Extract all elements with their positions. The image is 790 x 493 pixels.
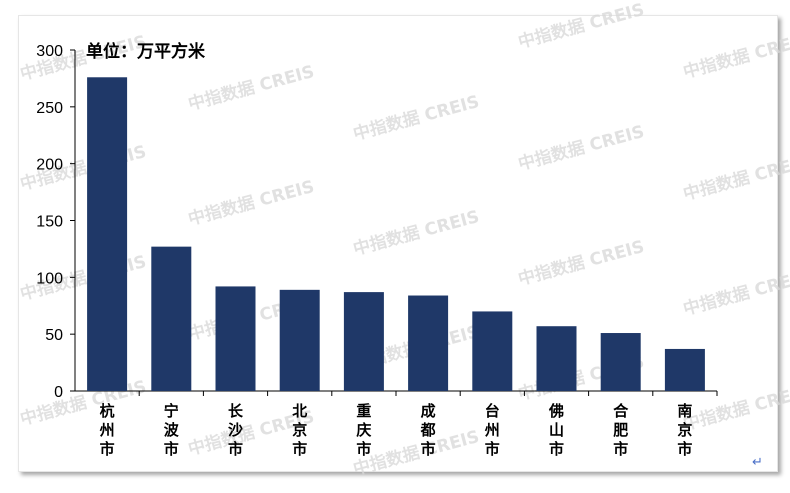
y-tick-label: 150 — [36, 214, 63, 231]
bars — [87, 77, 705, 391]
bar-8 — [536, 326, 577, 391]
bar-10 — [664, 348, 705, 391]
x-category-label: 台州市 — [484, 402, 500, 458]
bar-5 — [343, 292, 384, 391]
x-category-label: 合肥市 — [612, 402, 629, 458]
x-category-label: 南京市 — [677, 402, 692, 458]
x-category-label: 佛山市 — [548, 402, 564, 458]
y-tick-label: 50 — [45, 327, 63, 344]
watermark-layer: 中指数据 CREIS 中指数据 CREIS 中指数据 CREIS 中指数据 CREIS… — [18, 0, 790, 480]
bar-9 — [600, 333, 641, 391]
watermark-text: 中指数据 CREIS — [681, 151, 790, 205]
x-category-label: 重庆市 — [356, 402, 371, 458]
x-category-label: 北京市 — [292, 402, 307, 458]
y-tick-label: 250 — [36, 100, 63, 117]
bar-2 — [151, 246, 192, 391]
watermark-text: 中指数据 CREIS — [351, 206, 482, 260]
watermark-text: 中指数据 CREIS — [681, 266, 790, 320]
bar-4 — [279, 289, 320, 391]
watermark-text: 中指数据 CREIS — [186, 176, 317, 230]
cursor-mark: ↵ — [752, 455, 763, 470]
watermark-text: 中指数据 CREIS — [516, 121, 647, 175]
watermark-text: 中指数据 CREIS — [351, 91, 482, 145]
y-axis-ticks: 0 50 100 150 200 250 300 — [36, 43, 75, 401]
watermark-text: 中指数据 CREIS — [186, 61, 317, 115]
y-tick-label: 200 — [36, 157, 63, 174]
bar-6 — [408, 295, 449, 391]
watermark-text: 中指数据 CREIS — [516, 236, 647, 290]
x-category-label: 长沙市 — [228, 402, 244, 458]
y-tick-label: 100 — [36, 270, 63, 287]
chart-card — [18, 15, 778, 472]
watermark-text: 中指数据 CREIS — [18, 376, 149, 430]
watermark-text: 中指数据 CREIS — [681, 29, 790, 83]
y-tick-label: 300 — [36, 43, 63, 60]
bar-1 — [87, 77, 128, 391]
x-axis-labels: 杭州市 宁波市 长沙市 北京市 重庆市 成都市 台州市 佛山市 合肥市 南京市 — [99, 391, 718, 458]
bar-7 — [472, 311, 513, 391]
y-tick-label: 0 — [54, 384, 63, 401]
x-category-label: 杭州市 — [99, 402, 115, 458]
unit-label: 单位：万平方米 — [86, 41, 206, 62]
x-category-label: 宁波市 — [164, 402, 180, 458]
bar-3 — [215, 286, 256, 391]
x-category-label: 成都市 — [420, 402, 436, 458]
watermark-text: 中指数据 CREIS — [516, 0, 647, 53]
